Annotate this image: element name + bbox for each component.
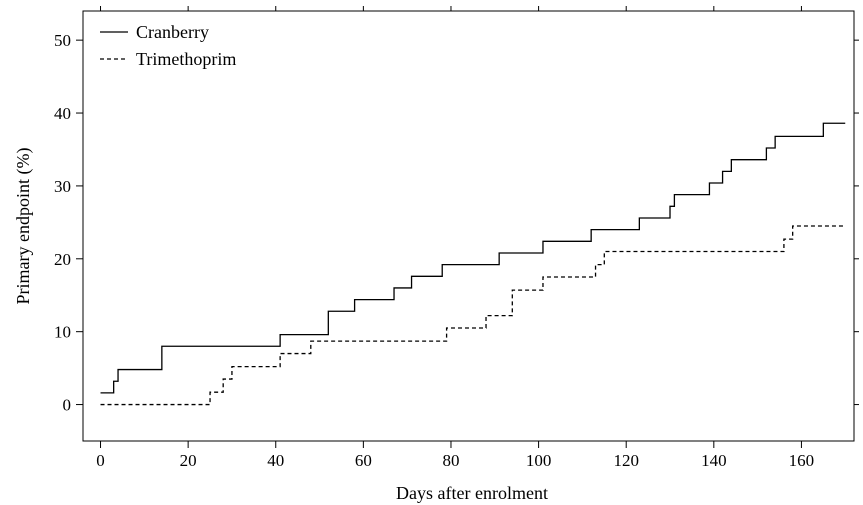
x-tick-label: 0 <box>96 451 105 470</box>
y-tick-label: 30 <box>54 177 71 196</box>
y-tick-label: 40 <box>54 104 71 123</box>
y-tick-label: 0 <box>63 396 72 415</box>
x-axis-title: Days after enrolment <box>396 483 548 503</box>
legend-label-cranberry: Cranberry <box>136 22 209 42</box>
x-tick-label: 40 <box>267 451 284 470</box>
x-tick-label: 20 <box>180 451 197 470</box>
x-tick-label: 140 <box>701 451 727 470</box>
x-tick-label: 60 <box>355 451 372 470</box>
series-line-cranberry <box>100 122 846 394</box>
y-tick-label: 10 <box>54 323 71 342</box>
y-tick-label: 20 <box>54 250 71 269</box>
x-tick-label: 80 <box>442 451 459 470</box>
plot-frame <box>82 10 855 442</box>
x-tick-label: 160 <box>789 451 815 470</box>
x-tick-label: 120 <box>613 451 639 470</box>
legend-label-trimethoprim: Trimethoprim <box>136 49 236 69</box>
series-line-trimethoprim <box>100 225 846 406</box>
y-axis-title: Primary endpoint (%) <box>13 148 34 305</box>
x-tick-label: 100 <box>526 451 552 470</box>
y-tick-label: 50 <box>54 31 71 50</box>
